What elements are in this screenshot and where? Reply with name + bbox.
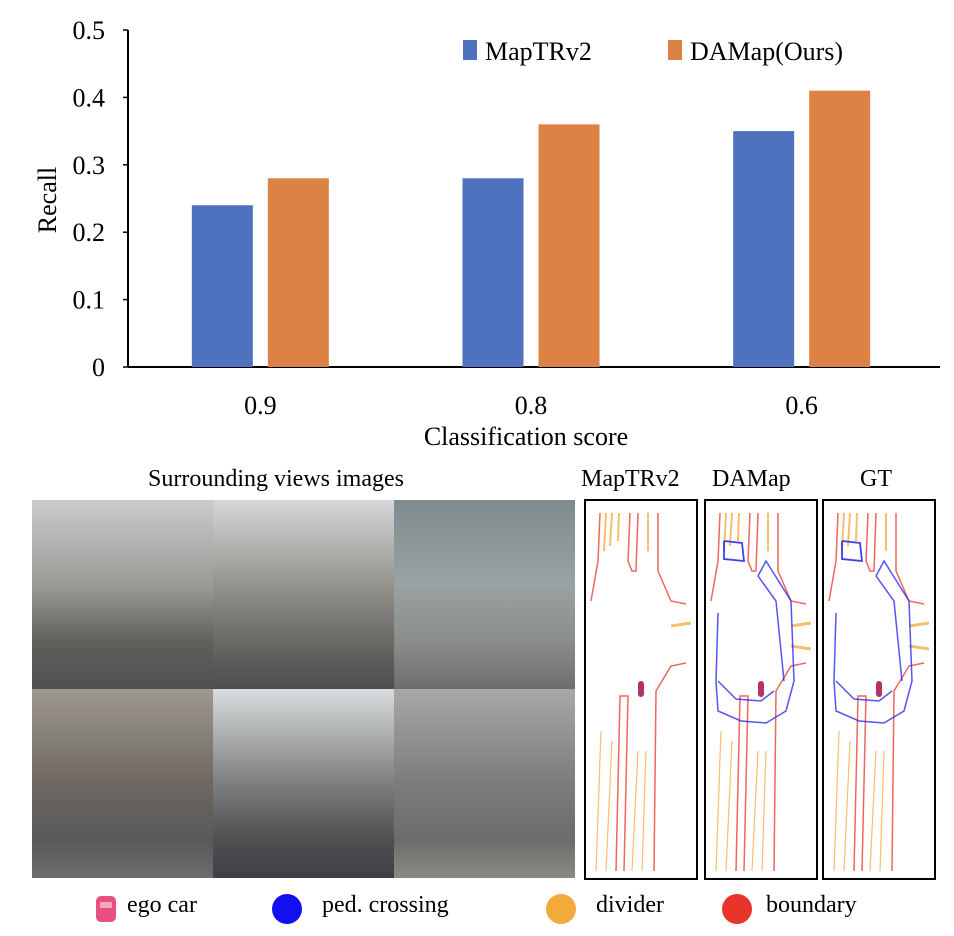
camera-images xyxy=(32,500,575,878)
y-axis-label: Recall xyxy=(33,167,62,233)
map-polyline xyxy=(835,680,893,702)
legend-label: DAMap(Ours) xyxy=(690,37,843,66)
map-polyline xyxy=(725,740,733,872)
map-polyline xyxy=(723,540,746,563)
map-polyline xyxy=(761,750,767,872)
ego-car-icon xyxy=(876,681,882,697)
map-polyline xyxy=(841,540,864,563)
map-polyline xyxy=(833,559,913,724)
circle-icon xyxy=(722,894,752,924)
circle-icon xyxy=(272,894,302,924)
map-polyline xyxy=(627,512,639,572)
map-polyline xyxy=(609,512,613,547)
legend-label: divider xyxy=(596,892,664,918)
panel-title-damap: DAMap xyxy=(712,466,791,492)
images-title: Surrounding views images xyxy=(148,466,404,492)
map-polyline xyxy=(843,740,851,872)
map-polyline xyxy=(869,750,877,872)
bar-damap-ours--0.6 xyxy=(809,90,871,367)
legend-swatch xyxy=(463,40,477,60)
map-polyline xyxy=(908,621,930,628)
map-polyline xyxy=(853,695,867,872)
legend-label: ped. crossing xyxy=(322,892,449,918)
camera-back-right xyxy=(394,689,575,878)
map-polyline xyxy=(833,730,840,872)
map-polyline xyxy=(717,680,775,702)
y-tick-label: 0.2 xyxy=(73,218,106,247)
bar-damap-ours--0.9 xyxy=(267,178,329,367)
y-tick-label: 0.4 xyxy=(73,83,106,112)
map-polyline xyxy=(617,512,620,542)
map-polyline xyxy=(605,740,613,872)
map-polyline xyxy=(715,559,795,724)
map-polyline xyxy=(657,513,687,605)
map-polyline xyxy=(790,644,812,651)
legend-label: MapTRv2 xyxy=(485,37,592,66)
map-polyline xyxy=(735,695,749,872)
x-tick-label: 0.9 xyxy=(244,391,277,420)
ego-car-icon xyxy=(638,681,644,697)
x-axis-label: Classification score xyxy=(424,422,628,451)
y-tick-label: 0.5 xyxy=(73,16,106,45)
map-polyline xyxy=(653,662,687,872)
map-panel-damap xyxy=(704,499,818,880)
y-tick-label: 0 xyxy=(92,353,105,382)
map-polyline xyxy=(715,730,722,872)
bar-maptrv2-0.8 xyxy=(462,178,524,367)
map-polyline xyxy=(631,750,639,872)
ego-car-icon xyxy=(758,681,764,697)
map-polyline xyxy=(865,512,877,572)
map-polyline xyxy=(615,695,629,872)
map-polyline xyxy=(847,512,851,547)
x-tick-label: 0.8 xyxy=(515,391,548,420)
camera-back xyxy=(213,689,394,878)
map-polyline xyxy=(710,512,721,602)
map-panel-gt xyxy=(822,499,936,880)
map-polyline xyxy=(729,512,733,547)
x-tick-label: 0.6 xyxy=(785,391,818,420)
map-polyline xyxy=(777,513,807,605)
y-tick-label: 0.3 xyxy=(73,151,106,180)
map-polyline xyxy=(747,512,759,572)
bar-chart: 0 0.1 0.2 0.3 0.4 0.5 0.9 0.8 0.6 Classification … xyxy=(33,16,940,451)
map-polyline xyxy=(751,750,759,872)
bar-damap-ours--0.8 xyxy=(538,124,600,367)
map-polyline xyxy=(595,730,602,872)
panel-title-maptrv2: MapTRv2 xyxy=(581,466,680,492)
map-polyline xyxy=(670,621,692,628)
map-polyline xyxy=(895,513,925,605)
camera-front-left xyxy=(32,500,213,689)
panel-title-gt: GT xyxy=(860,466,892,492)
circle-icon xyxy=(546,894,576,924)
map-polyline xyxy=(590,512,601,602)
camera-front-right xyxy=(394,500,575,689)
bar-maptrv2-0.6 xyxy=(733,131,795,367)
map-polyline xyxy=(603,512,607,552)
camera-front xyxy=(213,500,394,689)
map-polyline xyxy=(641,750,647,872)
map-polyline xyxy=(908,644,930,651)
bar-maptrv2-0.9 xyxy=(191,205,253,367)
legend-label: ego car xyxy=(127,892,197,918)
map-polyline xyxy=(855,512,858,542)
y-tick-label: 0.1 xyxy=(73,286,106,315)
map-polyline xyxy=(828,512,839,602)
map-panel-maptrv2 xyxy=(584,499,698,880)
map-polyline xyxy=(879,750,885,872)
legend-label: boundary xyxy=(766,892,857,918)
camera-back-left xyxy=(32,689,213,878)
legend-swatch xyxy=(668,40,682,60)
map-polyline xyxy=(737,512,740,542)
map-polyline xyxy=(790,621,812,628)
car-icon xyxy=(96,896,116,922)
